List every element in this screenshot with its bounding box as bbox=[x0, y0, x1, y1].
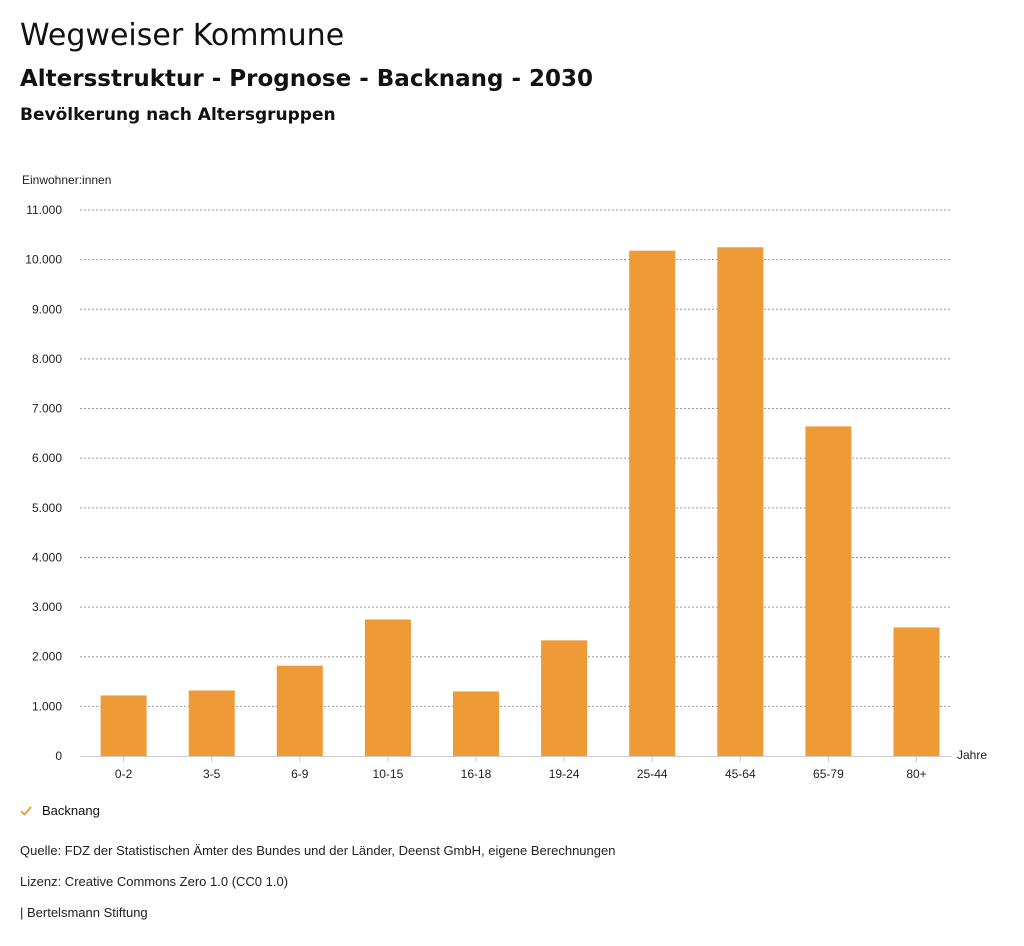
bar-25-44 bbox=[629, 250, 676, 756]
legend-label: Backnang bbox=[42, 803, 100, 818]
y-axis-label: Einwohner:innen bbox=[22, 173, 111, 187]
legend-item-backnang[interactable]: Backnang bbox=[20, 803, 100, 818]
x-tick-label: 45-64 bbox=[725, 767, 756, 781]
bar-19-24 bbox=[541, 640, 588, 756]
x-tick-label: 19-24 bbox=[549, 767, 580, 781]
y-tick-label: 5.000 bbox=[32, 501, 62, 515]
x-tick-label: 80+ bbox=[906, 767, 926, 781]
chart-section-title: Bevölkerung nach Altersgruppen bbox=[20, 105, 336, 125]
bar-chart: Einwohner:innen 0 1.000 2.000 3.000 4.000 5.00… bbox=[22, 173, 987, 781]
bar-16-18 bbox=[453, 691, 499, 756]
y-tick-label: 8.000 bbox=[32, 352, 62, 366]
check-icon bbox=[20, 805, 32, 816]
page-title: Wegweiser Kommune bbox=[20, 18, 345, 53]
y-tick-label: 3.000 bbox=[32, 600, 62, 614]
y-tick-label: 0 bbox=[55, 749, 62, 763]
y-tick-label: 6.000 bbox=[32, 451, 62, 465]
bar-3-5 bbox=[188, 690, 235, 756]
bar-80plus bbox=[893, 627, 940, 756]
license-note: Lizenz: Creative Commons Zero 1.0 (CC0 1… bbox=[20, 874, 289, 889]
bar-6-9 bbox=[276, 665, 323, 756]
x-axis-label: Jahre bbox=[957, 748, 987, 762]
source-note: Quelle: FDZ der Statistischen Ämter des … bbox=[20, 843, 616, 858]
x-tick-label: 3-5 bbox=[203, 767, 221, 781]
y-tick-label: 11.000 bbox=[26, 203, 62, 217]
y-tick-label: 10.000 bbox=[25, 253, 62, 267]
publisher-note: | Bertelsmann Stiftung bbox=[20, 905, 148, 920]
x-tick-label: 16-18 bbox=[461, 767, 492, 781]
y-tick-label: 1.000 bbox=[32, 699, 62, 713]
x-tick-label: 6-9 bbox=[291, 767, 309, 781]
x-tick-label: 65-79 bbox=[813, 767, 844, 781]
y-tick-label: 4.000 bbox=[32, 550, 62, 564]
y-tick-label: 7.000 bbox=[32, 402, 62, 416]
bar-10-15 bbox=[364, 619, 411, 756]
x-tick-label: 0-2 bbox=[115, 767, 133, 781]
bar-65-79 bbox=[805, 426, 852, 756]
chart-subtitle: Altersstruktur - Prognose - Backnang - 2… bbox=[20, 66, 594, 92]
bar-0-2 bbox=[100, 695, 147, 756]
x-tick-label: 25-44 bbox=[637, 767, 668, 781]
y-tick-label: 2.000 bbox=[32, 650, 62, 664]
bar-45-64 bbox=[717, 247, 764, 756]
x-tick-label: 10-15 bbox=[373, 767, 404, 781]
y-tick-label: 9.000 bbox=[32, 302, 62, 316]
